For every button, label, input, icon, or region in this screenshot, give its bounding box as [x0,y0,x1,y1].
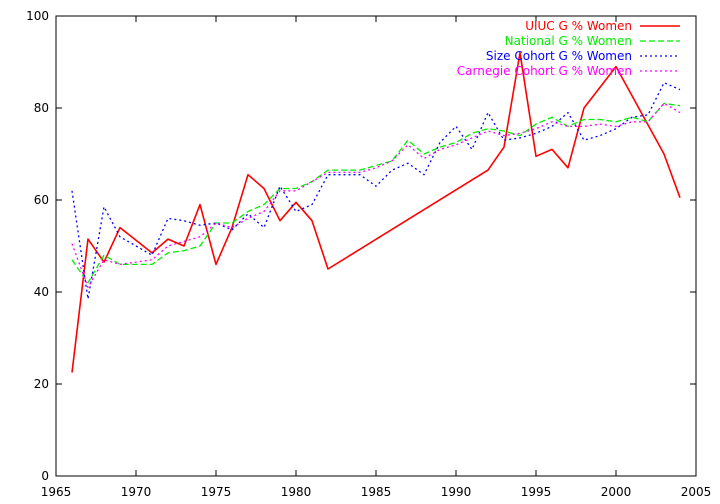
x-tick-label: 1990 [441,485,472,499]
y-tick-label: 60 [34,193,49,207]
x-tick-label: 1985 [361,485,392,499]
series-line-4 [71,102,681,289]
x-tick-label: 1965 [41,485,72,499]
x-tick-label: 2005 [681,485,712,499]
plot-lines [71,51,681,373]
plot-frame [55,15,697,477]
x-tick-label: 1970 [121,485,152,499]
tick-labels: 1965 1970 1975 1980 1985 1990 1995 2000 2005 0 20 4… [26,9,711,499]
legend-label-2: National G % Women [505,34,632,48]
y-tick-label: 80 [34,101,49,115]
series-line-2 [71,102,681,284]
y-tick-label: 20 [34,377,49,391]
series-line-3 [71,82,681,300]
x-tick-label: 1980 [281,485,312,499]
y-tick-label: 100 [26,9,49,23]
x-tick-label: 1995 [521,485,552,499]
y-tick-label: 0 [41,469,49,483]
x-tick-label: 1975 [201,485,232,499]
y-tick-label: 40 [34,285,49,299]
series-line-1 [71,51,681,373]
legend-label-4: Carnegie Cohort G % Women [457,64,632,78]
axes-frame [55,15,697,477]
legend-label-3: Size Cohort G % Women [486,49,632,63]
legend-label-1: UIUC G % Women [525,19,632,33]
x-tick-label: 2000 [601,485,632,499]
